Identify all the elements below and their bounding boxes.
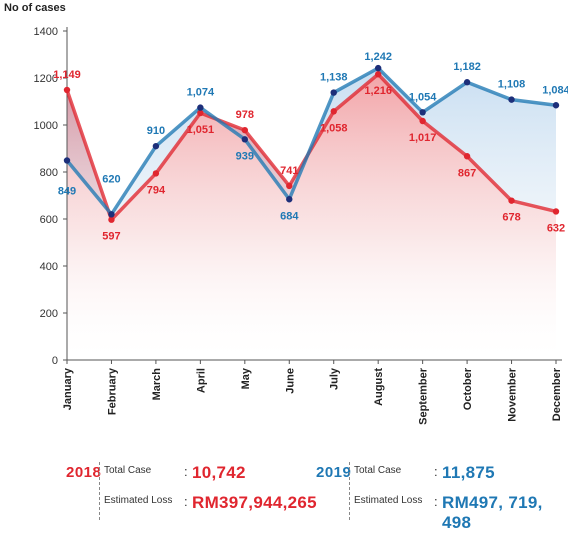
data-point-2018	[197, 109, 204, 117]
data-label-2018: 867	[458, 167, 476, 179]
data-label-2018: 978	[236, 109, 254, 121]
data-label-2019: 1,138	[320, 72, 348, 84]
x-tick-label: June	[284, 368, 296, 394]
data-label-2018: 1,051	[187, 124, 215, 136]
summary-2018-estimated-loss-value: RM397,944,265	[192, 493, 317, 512]
cases-line-chart: No of cases 0 200 400 600 800 1000 1200 1400 Jan…	[4, 2, 568, 425]
data-point-2019	[197, 104, 204, 111]
data-point-2019	[152, 142, 160, 150]
summary-2019-total-case-label: Total Case	[354, 465, 402, 476]
y-tick-label: 1400	[34, 26, 58, 38]
data-point-2019	[286, 196, 293, 203]
data-point-2018	[374, 71, 382, 78]
y-tick-label: 0	[52, 355, 58, 367]
data-point-2019	[63, 157, 71, 164]
y-tick-label: 200	[40, 308, 58, 320]
y-axis-title: No of cases	[4, 2, 66, 14]
summary-2018-colon-1: :	[184, 464, 188, 479]
y-tick-label: 800	[40, 167, 58, 179]
data-point-2019	[330, 89, 337, 96]
data-point-2018	[108, 216, 115, 223]
x-tick-label: July	[329, 367, 341, 390]
data-label-2018: 794	[147, 184, 166, 196]
data-point-2019	[108, 211, 115, 218]
x-tick-label: November	[507, 367, 519, 422]
data-point-2019	[463, 79, 471, 86]
data-point-2019	[508, 96, 515, 103]
data-label-2018: 632	[547, 222, 565, 234]
y-tick-label: 400	[40, 261, 58, 273]
x-tick-label: August	[373, 368, 385, 406]
summary-2018-total-case-value: 10,742	[192, 463, 246, 482]
data-point-2018	[63, 86, 71, 94]
data-label-2019: 849	[58, 185, 76, 197]
data-label-2018: 1,058	[320, 122, 348, 134]
data-label-2019: 939	[236, 150, 254, 162]
data-point-2019	[374, 64, 382, 72]
x-tick-label: January	[62, 367, 74, 410]
data-label-2018: 1,216	[364, 85, 392, 97]
data-point-2018	[286, 182, 293, 190]
summary-2019-divider	[349, 462, 350, 520]
data-label-2019: 1,182	[453, 61, 481, 73]
summary-2018-colon-2: :	[184, 494, 188, 509]
data-label-2018: 678	[502, 212, 520, 224]
data-label-2019: 1,074	[187, 87, 215, 99]
y-tick-label: 600	[40, 214, 58, 226]
summary-2018-year: 2018	[66, 464, 102, 481]
y-tick-label: 1200	[34, 73, 58, 85]
x-tick-label: April	[195, 368, 207, 393]
x-tick-label: October	[462, 367, 474, 410]
data-label-2019: 684	[280, 210, 299, 222]
data-point-2018	[463, 153, 471, 160]
data-point-2018	[241, 126, 249, 134]
data-point-2018	[552, 208, 560, 215]
summary-2019-colon-2: :	[434, 494, 438, 509]
data-point-2019	[552, 102, 560, 109]
summary-2019-total-case-value: 11,875	[442, 463, 495, 482]
data-label-2019: 1,108	[498, 79, 526, 91]
summary-2018: 2018 Total Case : 10,742 Estimated Loss …	[66, 462, 317, 522]
summary-2019-estimated-loss-value: RM497, 719, 498	[442, 493, 543, 532]
data-label-2018: 1,017	[409, 132, 437, 144]
data-point-2019	[419, 109, 426, 116]
x-tick-label: December	[551, 367, 563, 421]
summary-2019-estimated-loss-label: Estimated Loss	[354, 495, 423, 506]
series-line-2019	[65, 66, 557, 217]
summary-2019-year: 2019	[316, 464, 352, 481]
x-tick-label: March	[151, 368, 163, 401]
data-label-2018: 597	[102, 231, 120, 243]
data-label-2018: 1,149	[53, 69, 81, 81]
summary-2018-total-case-label: Total Case	[104, 465, 152, 476]
summary-2018-estimated-loss-label: Estimated Loss	[104, 495, 173, 506]
data-point-2018	[330, 108, 337, 115]
data-point-2018	[152, 170, 160, 177]
area-2018	[67, 74, 556, 361]
data-point-2019	[241, 136, 249, 143]
x-tick-label: February	[106, 367, 118, 415]
x-tick-label: May	[240, 367, 252, 389]
summary-2018-divider	[99, 462, 100, 520]
data-label-2019: 1,242	[364, 51, 392, 63]
y-tick-label: 1000	[34, 120, 58, 132]
data-label-2019: 1,054	[409, 91, 437, 103]
data-point-2018	[508, 197, 515, 204]
summary-2019: 2019 Total Case : 11,875 Estimated Loss …	[316, 462, 566, 532]
data-label-2019: 910	[147, 125, 165, 137]
data-label-2019: 620	[102, 173, 120, 185]
data-point-2018	[419, 117, 426, 125]
x-tick-label: September	[418, 367, 430, 425]
data-label-2019: 1,084	[542, 84, 568, 96]
summary-2019-colon-1: :	[434, 464, 438, 479]
data-label-2018: 741	[280, 165, 298, 177]
